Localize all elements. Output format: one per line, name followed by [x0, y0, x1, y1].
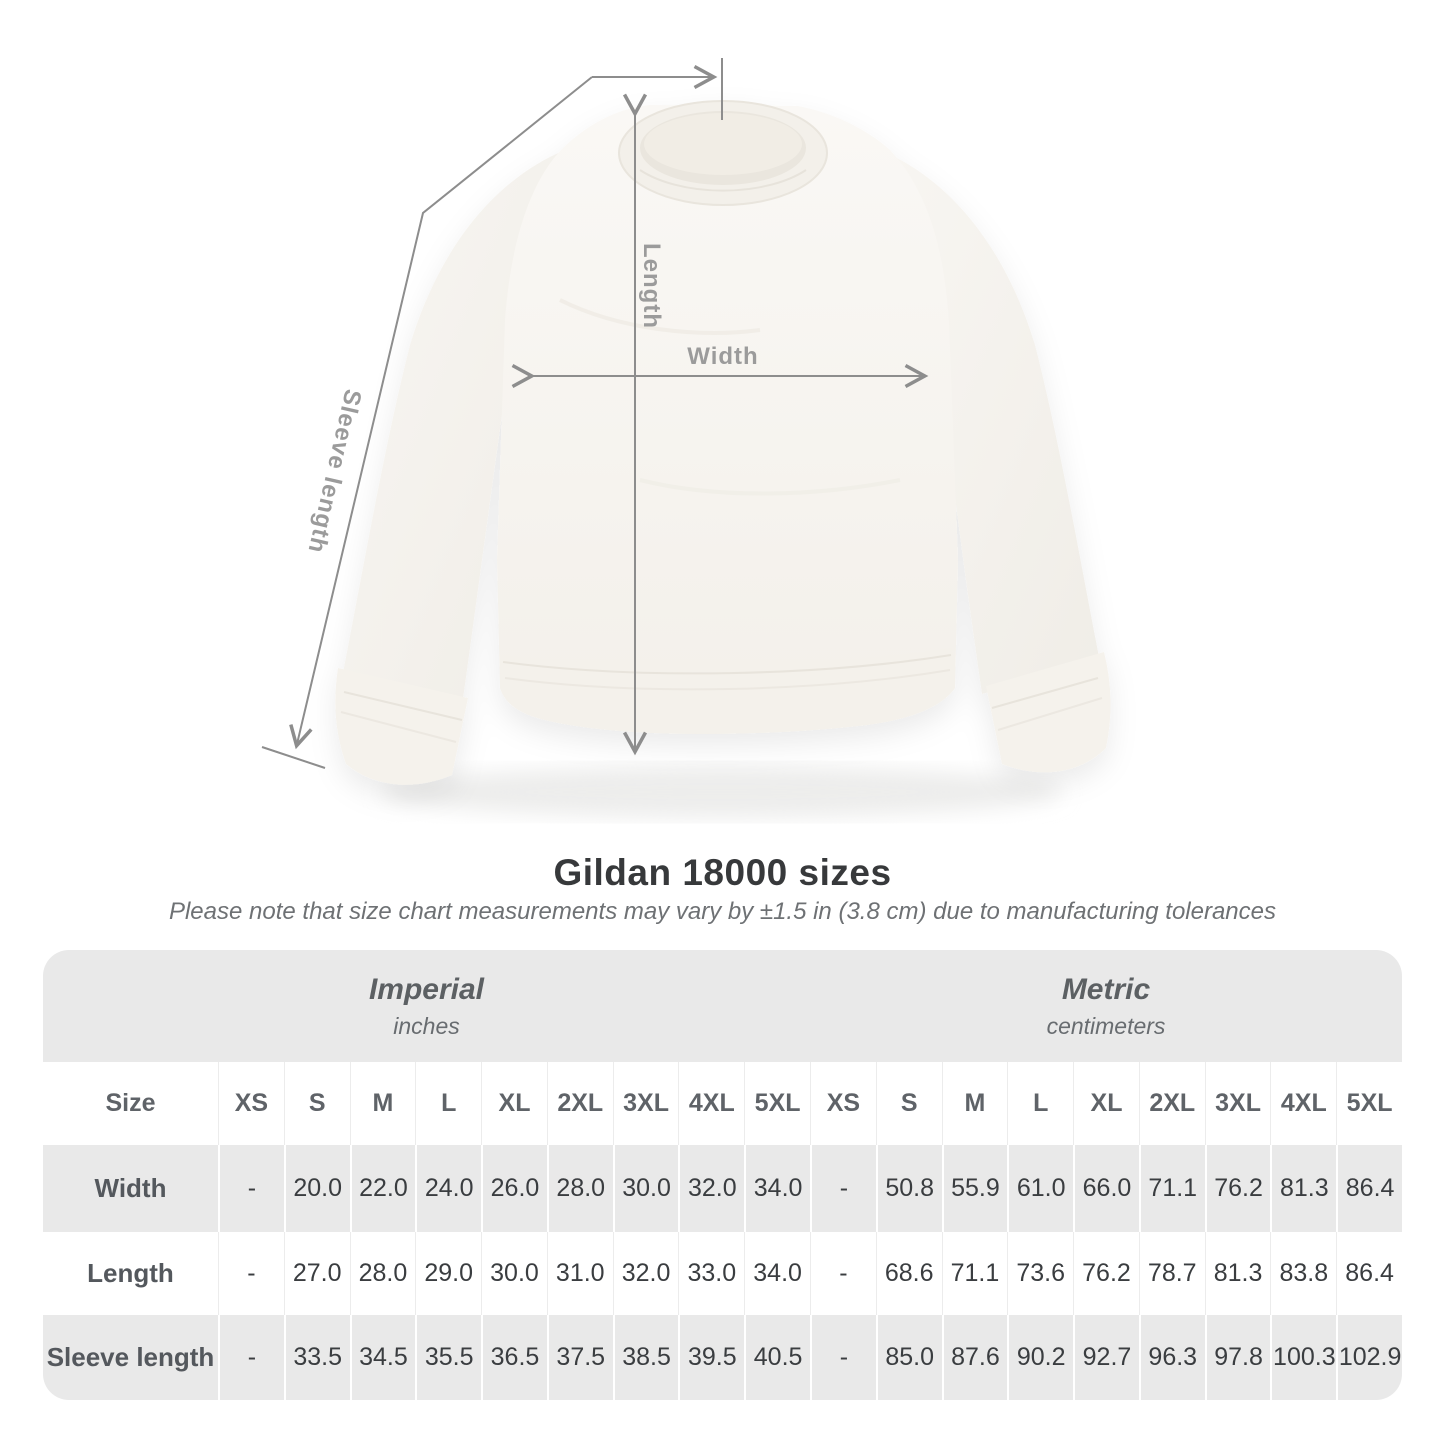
table-cell: 20.0 — [283, 1145, 350, 1232]
table-cell: 71.1 — [1138, 1145, 1205, 1232]
table-cell: 71.1 — [941, 1232, 1008, 1315]
table-cell: 40.5 — [744, 1315, 810, 1400]
metric-title: Metric — [1061, 972, 1151, 1006]
table-cell: 32.0 — [678, 1145, 745, 1232]
col-header: 3XL — [1204, 1062, 1271, 1145]
table-cell: 66.0 — [1073, 1145, 1139, 1232]
hem-band — [500, 648, 955, 734]
garment-shadow — [382, 766, 1062, 818]
table-cell: 37.5 — [546, 1315, 613, 1400]
table-cell: - — [218, 1145, 284, 1232]
table-cell: 36.5 — [481, 1315, 547, 1400]
table-cell: 39.5 — [678, 1315, 745, 1400]
col-header: M — [941, 1062, 1008, 1145]
table-cell: 34.0 — [744, 1232, 810, 1315]
length-label: Length — [638, 243, 665, 329]
imperial-title: Imperial — [368, 972, 485, 1006]
table-cell: 30.0 — [481, 1232, 547, 1315]
col-header: XS — [218, 1062, 284, 1145]
table-cell: - — [810, 1232, 876, 1315]
table-cell: 55.9 — [941, 1145, 1008, 1232]
col-header: XS — [810, 1062, 876, 1145]
table-cell: 100.3 — [1270, 1315, 1337, 1400]
col-header: 3XL — [612, 1062, 679, 1145]
table-cell: 29.0 — [415, 1232, 482, 1315]
row-label-length: Length — [43, 1232, 218, 1315]
table-cell: 33.0 — [678, 1232, 745, 1315]
table-cell: 34.0 — [744, 1145, 810, 1232]
table-cell: 102.9 — [1336, 1315, 1402, 1400]
table-cell: 28.0 — [349, 1232, 416, 1315]
body — [497, 105, 958, 734]
table-cell: - — [218, 1232, 284, 1315]
size-column-header: Size — [43, 1062, 218, 1145]
table-cell: 34.5 — [349, 1315, 416, 1400]
imperial-section-header: Imperial inches — [43, 950, 810, 1062]
col-header: 2XL — [1138, 1062, 1205, 1145]
table-cell: 86.4 — [1336, 1232, 1402, 1315]
table-cell: 38.5 — [612, 1315, 679, 1400]
col-header: S — [283, 1062, 350, 1145]
sweatshirt-illustration — [335, 100, 1111, 785]
sweatshirt-diagram-svg: Length Width Sleeve length — [261, 58, 1111, 818]
size-table: Imperial inches Metric centimeters Size … — [43, 950, 1402, 1400]
right-cuff — [986, 652, 1111, 773]
imperial-unit: inches — [393, 1012, 460, 1039]
table-cell: 32.0 — [612, 1232, 679, 1315]
table-cell: 35.5 — [415, 1315, 482, 1400]
table-cell: 33.5 — [283, 1315, 350, 1400]
row-label-width: Width — [43, 1145, 218, 1232]
table-cell: 81.3 — [1270, 1145, 1337, 1232]
col-header: L — [1007, 1062, 1074, 1145]
page-title: Gildan 18000 sizes — [553, 852, 892, 893]
sleeve-end-tick — [261, 746, 326, 769]
table-cell: 61.0 — [1007, 1145, 1074, 1232]
col-header: S — [875, 1062, 942, 1145]
col-header: L — [415, 1062, 482, 1145]
col-header: 4XL — [678, 1062, 745, 1145]
table-cell: 31.0 — [546, 1232, 613, 1315]
table-cell: 90.2 — [1007, 1315, 1074, 1400]
row-label-sleeve-length: Sleeve length — [43, 1315, 218, 1400]
sweatshirt-measurement-diagram: Length Width Sleeve length — [261, 58, 1111, 818]
col-header: 4XL — [1270, 1062, 1337, 1145]
table-cell: 50.8 — [875, 1145, 942, 1232]
tolerance-note: Please note that size chart measurements… — [168, 898, 1277, 925]
table-cell: 28.0 — [546, 1145, 613, 1232]
table-cell: 76.2 — [1073, 1232, 1139, 1315]
table-cell: 76.2 — [1204, 1145, 1271, 1232]
col-header: XL — [481, 1062, 547, 1145]
col-header: M — [349, 1062, 416, 1145]
table-cell: 22.0 — [349, 1145, 416, 1232]
sleeve-length-label: Sleeve length — [302, 387, 366, 557]
table-cell: 78.7 — [1138, 1232, 1205, 1315]
metric-section-header: Metric centimeters — [810, 950, 1402, 1062]
table-cell: 73.6 — [1007, 1232, 1074, 1315]
table-cell: 86.4 — [1336, 1145, 1402, 1232]
metric-unit: centimeters — [1046, 1012, 1166, 1039]
col-header: 2XL — [546, 1062, 613, 1145]
table-cell: 27.0 — [283, 1232, 350, 1315]
table-cell: - — [810, 1315, 876, 1400]
table-cell: 97.8 — [1204, 1315, 1271, 1400]
table-cell: 24.0 — [415, 1145, 482, 1232]
table-cell: 92.7 — [1073, 1315, 1139, 1400]
table-cell: 81.3 — [1204, 1232, 1271, 1315]
table-cell: 30.0 — [612, 1145, 679, 1232]
col-header: 5XL — [1336, 1062, 1402, 1145]
table-cell: 83.8 — [1270, 1232, 1337, 1315]
table-cell: 87.6 — [941, 1315, 1008, 1400]
table-cell: - — [218, 1315, 284, 1400]
table-cell: 68.6 — [875, 1232, 942, 1315]
table-cell: - — [810, 1145, 876, 1232]
col-header: 5XL — [744, 1062, 810, 1145]
table-cell: 96.3 — [1138, 1315, 1205, 1400]
sleeve-length-arrow-line — [289, 76, 593, 750]
width-label: Width — [687, 343, 758, 370]
col-header: XL — [1073, 1062, 1139, 1145]
table-cell: 26.0 — [481, 1145, 547, 1232]
measurement-lines — [261, 58, 929, 769]
table-cell: 85.0 — [875, 1315, 942, 1400]
